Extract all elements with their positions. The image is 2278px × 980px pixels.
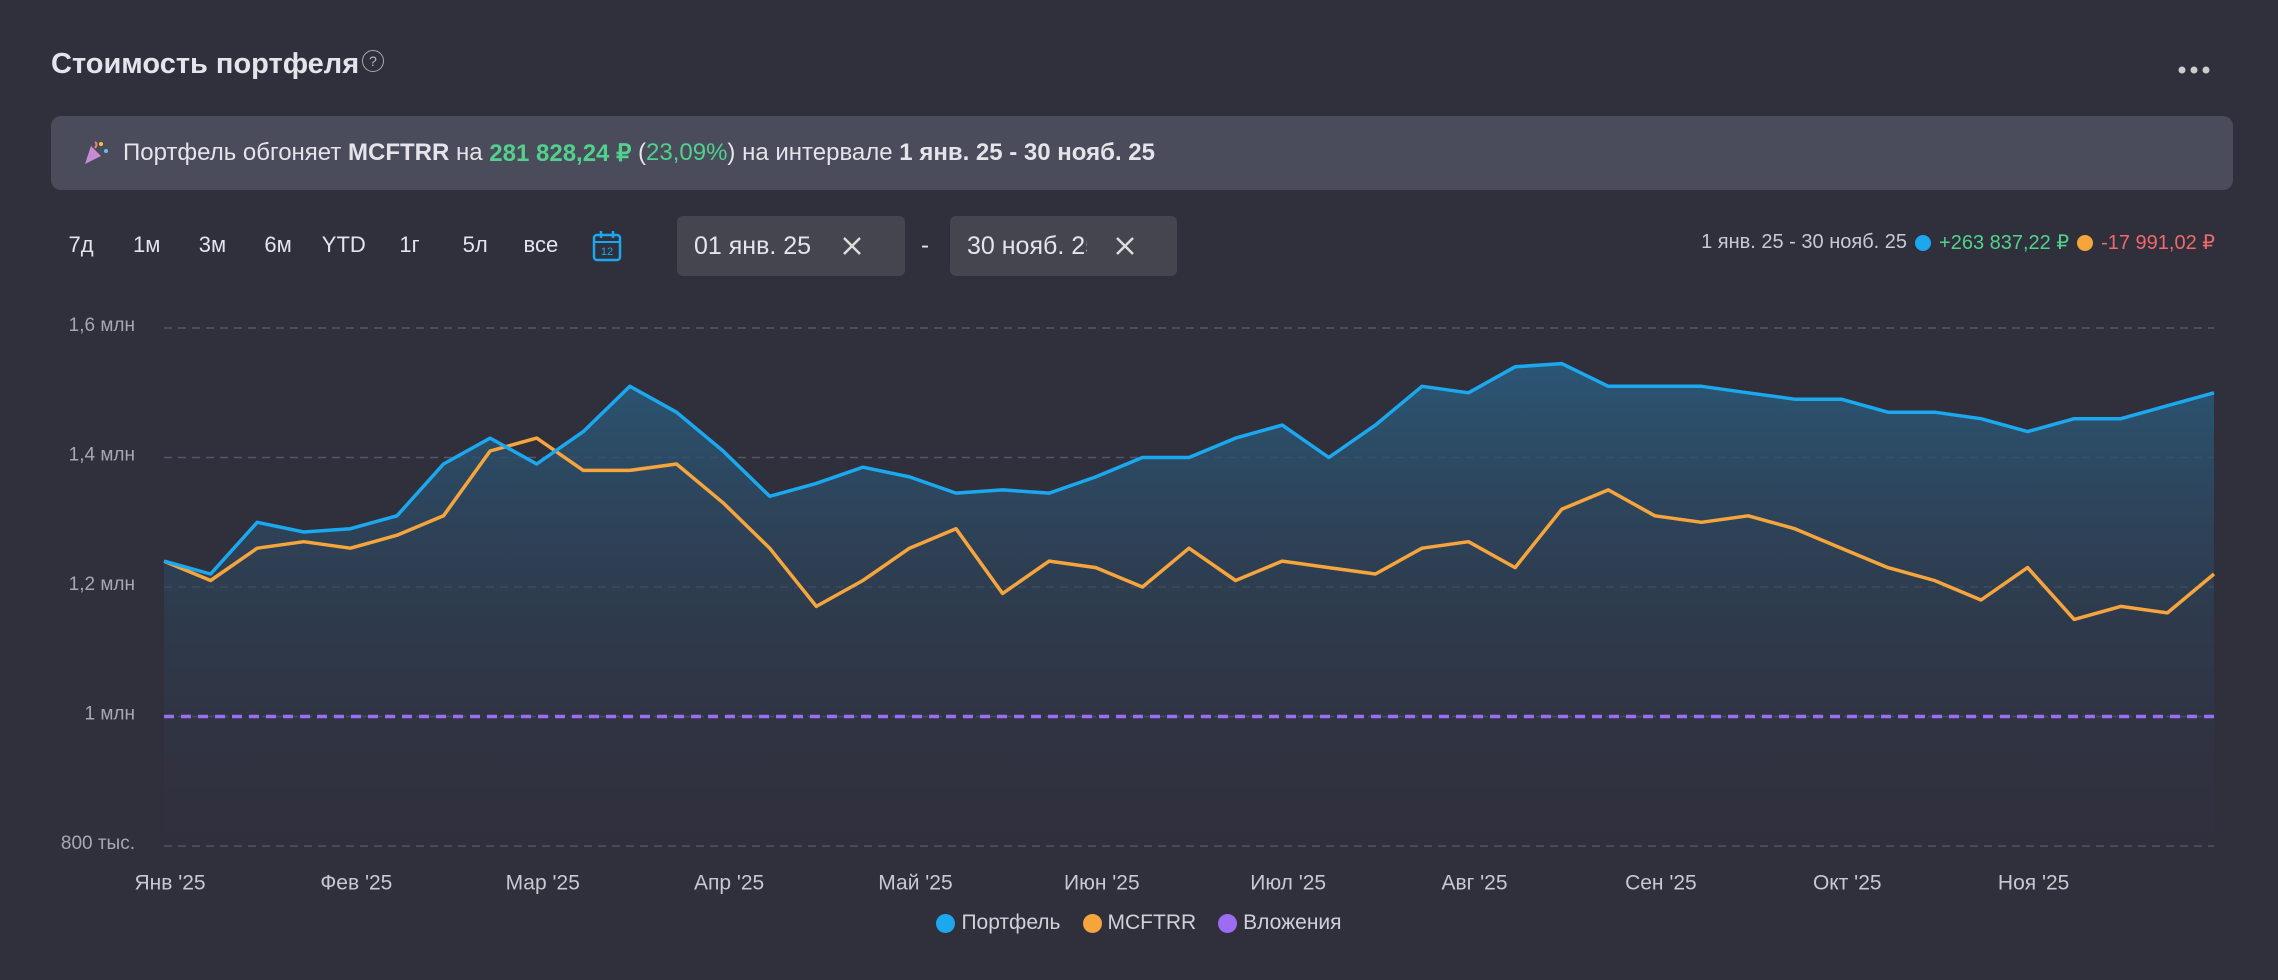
text: Портфель обгоняет (123, 139, 342, 166)
legend-label: MCFTRR (1107, 911, 1197, 934)
period-button[interactable]: YTD (321, 232, 366, 257)
period-button[interactable]: 5л (462, 232, 488, 257)
amount: 281 828,24 ₽ (489, 139, 632, 167)
y-tick-label: 1,6 млн (69, 315, 135, 336)
legend-item[interactable]: Портфель (936, 911, 1061, 935)
y-tick-label: 1,2 млн (69, 574, 135, 595)
x-tick-label: Мар '25 (506, 872, 580, 895)
portfolio-change: +263 837,22 ₽ (1939, 232, 2070, 254)
summary: 1 янв. 25 - 30 нояб. 25 +263 837,22 ₽ -1… (1701, 230, 2215, 255)
x-tick-label: Фев '25 (320, 872, 392, 895)
legend-dot (2077, 234, 2094, 251)
period-button[interactable]: все (523, 232, 559, 257)
calendar-button[interactable]: 12 (592, 230, 622, 262)
period-button[interactable]: 3м (198, 232, 227, 257)
date-to-text: 30 нояб. 25 (967, 231, 1087, 260)
period-button[interactable]: 7д (68, 232, 94, 257)
title: Стоимость портфеля (51, 48, 360, 80)
legend-label: Портфель (961, 911, 1061, 934)
legend-item[interactable]: MCFTRR (1082, 911, 1197, 935)
interval: 1 янв. 25 - 30 нояб. 25 (899, 139, 1155, 166)
x-tick-label: Июл '25 (1250, 872, 1326, 895)
date-to[interactable]: 30 нояб. 25 (950, 216, 1177, 276)
clear-icon[interactable] (1115, 236, 1135, 256)
x-tick-label: Апр '25 (694, 872, 764, 895)
legend-label: Вложения (1243, 911, 1342, 934)
legend: Портфель MCFTRR Вложения (0, 911, 2278, 935)
period-button[interactable]: 1м (133, 232, 161, 257)
clear-icon[interactable] (842, 236, 862, 256)
help-icon[interactable]: ? (362, 50, 384, 72)
benchmark-change: -17 991,02 ₽ (2101, 232, 2215, 254)
y-tick-label: 1 млн (85, 704, 136, 725)
x-tick-label: Авг '25 (1442, 872, 1508, 895)
text: ) (727, 139, 736, 166)
legend-dot (936, 913, 956, 933)
more-menu[interactable] (2178, 66, 2210, 74)
x-tick-label: Янв '25 (134, 872, 205, 895)
x-tick-label: Май '25 (878, 872, 952, 895)
calendar-icon: 12 (592, 231, 622, 262)
legend-dot (1915, 234, 1932, 251)
text: ( (638, 139, 647, 166)
banner: Портфель обгоняет MCFTRR на 281 828,24 ₽… (51, 116, 2233, 190)
x-tick-label: Ноя '25 (1998, 872, 2069, 895)
legend-dot (1218, 913, 1238, 933)
percent: 23,09% (646, 139, 728, 166)
legend-dot (1082, 913, 1102, 933)
text: на интервале (742, 139, 893, 166)
date-from-text: 01 янв. 25 (694, 231, 812, 260)
area (164, 363, 2214, 846)
x-tick-label: Окт '25 (1813, 872, 1882, 895)
text: MCFTRR (348, 139, 450, 166)
series-line (163, 361, 2215, 576)
summary-interval: 1 янв. 25 - 30 нояб. 25 (1701, 231, 1908, 253)
x-tick-label: Сен '25 (1625, 872, 1697, 895)
date-from[interactable]: 01 янв. 25 (677, 216, 905, 276)
period-button[interactable]: 6м (264, 232, 292, 257)
text: на (456, 139, 483, 166)
period-button[interactable]: 1г (399, 232, 420, 257)
date-sep: - (921, 232, 929, 259)
legend-item[interactable]: Вложения (1218, 911, 1342, 935)
x-tick-label: Июн '25 (1064, 872, 1140, 895)
y-tick-label: 1,4 млн (69, 445, 135, 466)
calendar-day: 12 (601, 246, 613, 258)
y-tick-label: 800 тыс. (61, 833, 135, 854)
party-icon (85, 141, 108, 164)
